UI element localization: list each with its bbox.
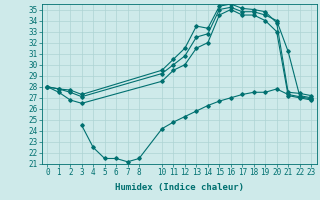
X-axis label: Humidex (Indice chaleur): Humidex (Indice chaleur) [115,183,244,192]
